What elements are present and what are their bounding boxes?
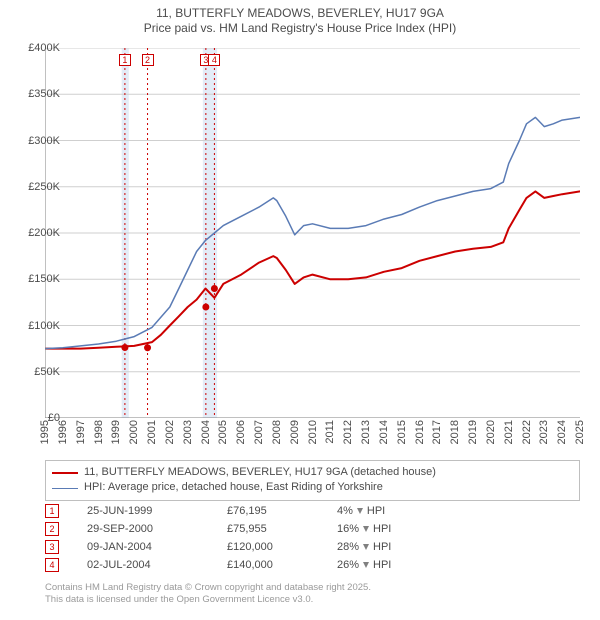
y-tick-label: £150K xyxy=(10,273,60,285)
event-marker-2: 2 xyxy=(142,54,154,66)
legend-swatch-hpi xyxy=(52,488,78,489)
y-tick-label: £250K xyxy=(10,181,60,193)
sale-date: 09-JAN-2004 xyxy=(87,541,227,553)
legend: 11, BUTTERFLY MEADOWS, BEVERLEY, HU17 9G… xyxy=(45,460,580,501)
sales-row: 2 29-SEP-2000£75,95516%HPI xyxy=(45,520,580,538)
x-tick-label: 2023 xyxy=(538,420,550,444)
x-tick-label: 2017 xyxy=(431,420,443,444)
x-tick-label: 2021 xyxy=(503,420,515,444)
event-marker-1: 1 xyxy=(119,54,131,66)
x-tick-label: 2016 xyxy=(414,420,426,444)
sales-row: 3 09-JAN-2004£120,00028%HPI xyxy=(45,538,580,556)
x-tick-label: 2009 xyxy=(289,420,301,444)
sale-marker: 3 xyxy=(45,540,59,554)
sales-row: 4 02-JUL-2004£140,00026%HPI xyxy=(45,556,580,574)
x-tick-label: 1999 xyxy=(110,420,122,444)
chart-title-line2: Price paid vs. HM Land Registry's House … xyxy=(0,21,600,36)
x-tick-label: 2012 xyxy=(342,420,354,444)
sale-date: 29-SEP-2000 xyxy=(87,523,227,535)
x-tick-label: 2010 xyxy=(307,420,319,444)
footer: Contains HM Land Registry data © Crown c… xyxy=(45,582,371,607)
y-tick-label: £300K xyxy=(10,135,60,147)
sale-pct: 16%HPI xyxy=(337,523,391,535)
arrow-down-icon xyxy=(363,544,369,550)
x-tick-label: 2014 xyxy=(378,420,390,444)
y-tick-label: £0 xyxy=(10,412,60,424)
arrow-down-icon xyxy=(357,508,363,514)
x-tick-label: 2018 xyxy=(449,420,461,444)
x-tick-label: 1996 xyxy=(57,420,69,444)
x-tick-label: 2015 xyxy=(396,420,408,444)
x-tick-label: 2011 xyxy=(324,420,336,444)
y-tick-label: £100K xyxy=(10,320,60,332)
sales-row: 1 25-JUN-1999£76,1954%HPI xyxy=(45,502,580,520)
y-tick-label: £350K xyxy=(10,88,60,100)
x-tick-label: 1995 xyxy=(39,420,51,444)
sale-pct: 26%HPI xyxy=(337,559,391,571)
event-marker-4: 4 xyxy=(208,54,220,66)
sale-price: £75,955 xyxy=(227,523,337,535)
sale-price: £76,195 xyxy=(227,505,337,517)
footer-line1: Contains HM Land Registry data © Crown c… xyxy=(45,582,371,594)
sale-pct: 4%HPI xyxy=(337,505,385,517)
x-tick-label: 1997 xyxy=(75,420,87,444)
x-tick-label: 2001 xyxy=(146,420,158,444)
x-tick-label: 2019 xyxy=(467,420,479,444)
legend-row-hpi: HPI: Average price, detached house, East… xyxy=(52,480,573,495)
legend-label-property: 11, BUTTERFLY MEADOWS, BEVERLEY, HU17 9G… xyxy=(84,465,436,480)
chart-titles: 11, BUTTERFLY MEADOWS, BEVERLEY, HU17 9G… xyxy=(0,0,600,36)
x-tick-label: 1998 xyxy=(93,420,105,444)
x-tick-label: 2006 xyxy=(235,420,247,444)
sales-table: 1 25-JUN-1999£76,1954%HPI 2 29-SEP-2000£75,… xyxy=(45,502,580,574)
y-tick-label: £50K xyxy=(10,366,60,378)
legend-swatch-property xyxy=(52,472,78,474)
sale-pct: 28%HPI xyxy=(337,541,391,553)
x-tick-label: 2000 xyxy=(128,420,140,444)
x-tick-label: 2007 xyxy=(253,420,265,444)
y-tick-label: £400K xyxy=(10,42,60,54)
x-tick-label: 2013 xyxy=(360,420,372,444)
x-tick-label: 2005 xyxy=(217,420,229,444)
x-tick-label: 2022 xyxy=(521,420,533,444)
footer-line2: This data is licensed under the Open Gov… xyxy=(45,594,371,606)
sale-marker: 1 xyxy=(45,504,59,518)
x-tick-label: 2004 xyxy=(200,420,212,444)
x-tick-label: 2025 xyxy=(574,420,586,444)
x-tick-label: 2002 xyxy=(164,420,176,444)
x-tick-label: 2020 xyxy=(485,420,497,444)
legend-label-hpi: HPI: Average price, detached house, East… xyxy=(84,480,383,495)
x-tick-label: 2003 xyxy=(182,420,194,444)
sale-date: 02-JUL-2004 xyxy=(87,559,227,571)
sale-marker: 2 xyxy=(45,522,59,536)
sale-marker: 4 xyxy=(45,558,59,572)
plot-area xyxy=(45,48,580,418)
sale-price: £120,000 xyxy=(227,541,337,553)
chart-container: 11, BUTTERFLY MEADOWS, BEVERLEY, HU17 9G… xyxy=(0,0,600,620)
x-tick-label: 2024 xyxy=(556,420,568,444)
sale-date: 25-JUN-1999 xyxy=(87,505,227,517)
sale-price: £140,000 xyxy=(227,559,337,571)
chart-svg xyxy=(45,48,580,418)
arrow-down-icon xyxy=(363,526,369,532)
arrow-down-icon xyxy=(363,562,369,568)
y-tick-label: £200K xyxy=(10,227,60,239)
legend-row-property: 11, BUTTERFLY MEADOWS, BEVERLEY, HU17 9G… xyxy=(52,465,573,480)
x-tick-label: 2008 xyxy=(271,420,283,444)
chart-title-line1: 11, BUTTERFLY MEADOWS, BEVERLEY, HU17 9G… xyxy=(0,6,600,21)
